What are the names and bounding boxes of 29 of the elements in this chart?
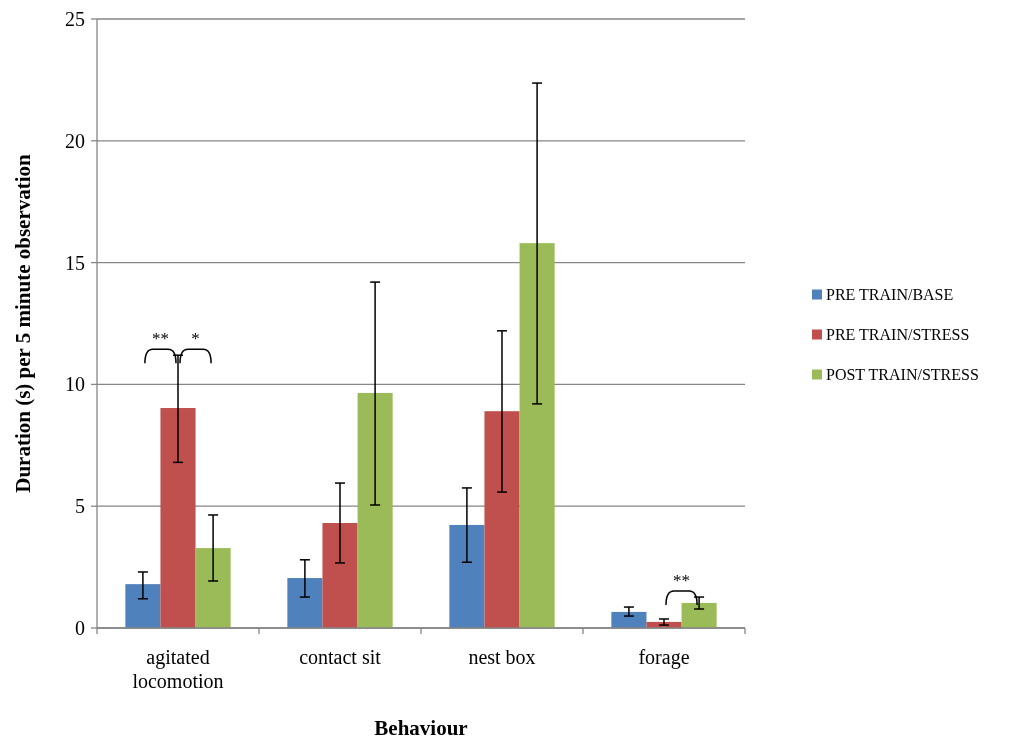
- x-axis-title: Behaviour: [374, 716, 468, 740]
- bar: [681, 602, 717, 628]
- bar: [287, 578, 323, 628]
- y-tick-label: 10: [65, 373, 85, 396]
- bar: [611, 611, 647, 628]
- x-tick-label: contact sit: [299, 646, 382, 668]
- annotation: **: [673, 571, 691, 591]
- y-tick-label: 15: [65, 251, 85, 274]
- x-tick-label: nest box: [468, 646, 536, 668]
- x-tick-label: agitated locomotion: [132, 646, 224, 692]
- y-tick-label: 25: [65, 8, 85, 30]
- bar: [449, 524, 485, 628]
- bar: [125, 584, 161, 628]
- y-axis-title: Duration (s) per 5 minute observation: [11, 153, 35, 493]
- bar: [322, 523, 358, 628]
- annotation: *: [191, 329, 200, 349]
- x-tick-label: forage: [638, 646, 690, 669]
- y-tick-label: 0: [75, 617, 85, 639]
- y-tick-label: 5: [75, 495, 85, 518]
- bar: [357, 392, 393, 628]
- legend-label: PRE TRAIN/BASE: [826, 286, 954, 304]
- bar: [195, 548, 231, 628]
- bar: [519, 243, 555, 628]
- legend-label: POST TRAIN/STRESS: [826, 366, 979, 384]
- y-tick-label: 20: [65, 129, 85, 152]
- bar: [160, 408, 196, 628]
- legend-label: PRE TRAIN/STRESS: [826, 326, 970, 344]
- annotation: **: [151, 329, 169, 349]
- bar: [484, 411, 520, 628]
